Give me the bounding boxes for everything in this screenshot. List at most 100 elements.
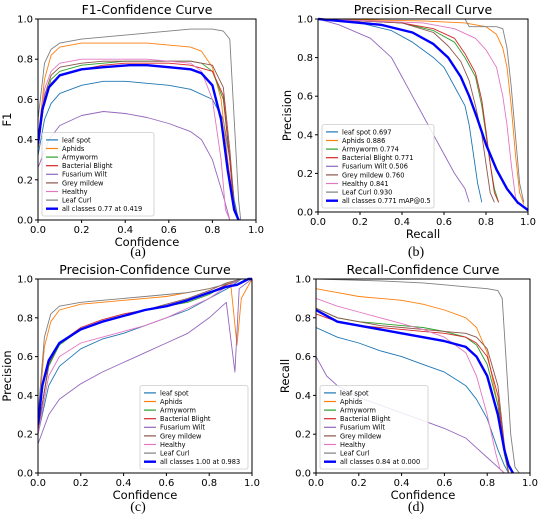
legend-label: Leaf Curl 0.930 [342, 189, 392, 197]
legend-label: Fusarium Wilt [340, 424, 385, 432]
y-tick-label: 0.2 [17, 175, 33, 186]
series-line-7 [38, 28, 242, 221]
x-tick-label: 0.6 [158, 478, 174, 489]
series-line-4 [38, 111, 231, 221]
y-tick-label: 0.4 [297, 130, 313, 141]
series-line-0 [316, 327, 509, 474]
legend-box [139, 385, 249, 470]
series-line-1 [38, 278, 253, 425]
caption-d: (d) [407, 500, 425, 515]
series-line-0 [318, 18, 483, 203]
y-tick-label: 0.6 [295, 352, 311, 363]
series-line-8 [38, 277, 252, 425]
y-tick-label: 1.0 [295, 275, 311, 286]
y-tick-label: 0.8 [295, 313, 311, 324]
legend-label: Healthy [160, 441, 186, 449]
legend-label: Aphids [340, 398, 363, 406]
legend-box [319, 385, 429, 470]
x-axis-label: Recall [406, 227, 440, 241]
legend-label: Grey mildew [62, 179, 104, 187]
x-tick-label: 0.4 [117, 225, 133, 236]
x-axis-label: Confidence [115, 235, 180, 249]
legend-label: Armyworm [340, 407, 376, 415]
caption-c: (c) [130, 500, 146, 515]
series-line-6 [38, 58, 231, 221]
x-tick-label: 0.8 [479, 478, 495, 489]
x-tick-label: 0.2 [351, 478, 367, 489]
x-tick-label: 0.0 [30, 478, 46, 489]
chart-title: Precision-Confidence Curve [59, 262, 231, 277]
y-tick-label: 0.8 [17, 313, 33, 324]
plot-frame [37, 278, 253, 474]
legend-label: Bacterial Blight [340, 415, 391, 423]
y-tick-label: 0.4 [17, 391, 33, 402]
legend-label: leaf spot [62, 136, 91, 144]
x-tick-label: 0.6 [436, 217, 452, 228]
series-line-8 [316, 308, 514, 474]
legend-label: Healthy [340, 441, 366, 449]
plot-frame [317, 18, 529, 213]
y-tick-label: 0.4 [17, 135, 33, 146]
legend-label: Bacterial Blight [160, 415, 211, 423]
legend-label: Fusarium Wilt [160, 424, 205, 432]
x-tick-label: 1.0 [522, 478, 538, 489]
x-tick-label: 0.2 [73, 478, 89, 489]
legend-label: leaf spot 0.697 [342, 128, 392, 136]
plot-frame [37, 18, 257, 221]
x-tick-label: 0.8 [204, 225, 220, 236]
series-line-6 [318, 18, 518, 205]
x-tick-label: 0.0 [308, 478, 324, 489]
legend-label: Healthy [62, 188, 88, 196]
y-tick-label: 0.0 [295, 469, 311, 480]
chart-title: Recall-Confidence Curve [347, 262, 500, 277]
chart-panel-0: F1-Confidence Curve 0.0 0.2 0.4 0.6 0.8 1.0 0.0… [0, 2, 264, 249]
legend-box [321, 124, 435, 209]
y-tick-label: 0.0 [297, 208, 313, 219]
legend-label: all classes 0.77 at 0.419 [62, 205, 142, 213]
legend-box [41, 132, 155, 217]
series-line-5 [38, 60, 240, 221]
legend-label: Fusarium Wilt [62, 171, 107, 179]
x-tick-label: 0.0 [30, 225, 46, 236]
chart-panel-2: Precision-Confidence Curve 0.0 0.2 0.4 0.6 0.… [0, 262, 260, 502]
series-group [38, 277, 253, 445]
x-tick-label: 0.8 [478, 217, 494, 228]
legend-label: Fusarium Wilt 0.506 [342, 163, 408, 171]
series-line-7 [316, 278, 520, 474]
y-tick-label: 1.0 [17, 15, 33, 26]
y-tick-label: 0.0 [17, 216, 33, 227]
chart-panel-3: Recall-Confidence Curve 0.0 0.2 0.4 0.6 0.8 1.… [278, 262, 538, 502]
legend-label: Aphids [160, 398, 183, 406]
legend-label: all classes 1.00 at 0.983 [160, 458, 240, 466]
legend-label: Bacterial Blight 0.771 [342, 154, 413, 162]
chart-title: Precision-Recall Curve [354, 2, 493, 17]
x-tick-label: 1.0 [244, 478, 260, 489]
y-axis-label: Recall [278, 359, 292, 393]
series-group [38, 28, 242, 221]
x-tick-label: 1.0 [248, 225, 264, 236]
legend-label: Grey mildew [340, 432, 382, 440]
series-line-8 [318, 17, 529, 212]
y-tick-label: 0.4 [295, 391, 311, 402]
series-line-0 [38, 80, 240, 221]
x-tick-label: 0.2 [352, 217, 368, 228]
series-group [316, 278, 520, 474]
legend-label: Aphids 0.886 [342, 137, 385, 145]
legend-label: Aphids [62, 145, 85, 153]
series-group [318, 17, 529, 212]
legend-label: Healthy 0.841 [342, 180, 389, 188]
series-line-5 [316, 307, 510, 474]
series-line-7 [38, 278, 252, 415]
y-tick-label: 1.0 [17, 275, 33, 286]
y-axis-label: Precision [280, 90, 294, 141]
x-tick-label: 0.6 [436, 478, 452, 489]
x-axis-label: Confidence [113, 488, 178, 502]
plot-frame [315, 278, 531, 474]
series-line-3 [318, 18, 500, 203]
series-line-4 [318, 18, 470, 203]
y-tick-label: 0.0 [17, 469, 33, 480]
legend-label: Grey mildew [160, 432, 202, 440]
series-line-5 [318, 18, 495, 203]
